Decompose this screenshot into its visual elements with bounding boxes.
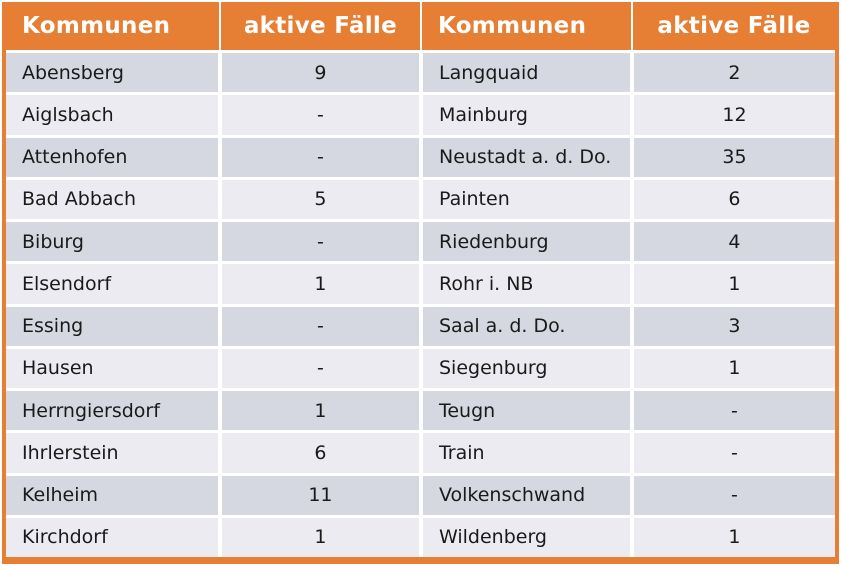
faelle-cell-right: 2 [633,53,835,93]
faelle-cell-left: - [221,95,419,135]
header-kommunen-left: Kommunen [6,2,219,50]
active-cases-table: Kommunen aktive Fälle Kommunen aktive Fä… [6,2,835,557]
header-kommunen-right: Kommunen [421,2,631,50]
kommune-cell-left: Kelheim [6,475,218,515]
faelle-cell-left: - [221,348,419,388]
kommune-cell-left: Aiglsbach [6,95,218,135]
faelle-cell-left: 11 [221,475,419,515]
kommune-cell-left: Bad Abbach [6,179,218,219]
faelle-cell-right: 1 [633,517,835,557]
kommune-cell-right: Painten [422,179,630,219]
faelle-cell-left: 5 [221,179,419,219]
kommune-cell-left: Elsendorf [6,264,218,304]
kommune-cell-left: Biburg [6,222,218,262]
faelle-cell-right: 35 [633,137,835,177]
faelle-cell-right: - [633,433,835,473]
faelle-cell-left: 6 [221,433,419,473]
kommune-cell-left: Ihrlerstein [6,433,218,473]
kommune-cell-left: Hausen [6,348,218,388]
faelle-cell-right: 1 [633,348,835,388]
faelle-cell-right: 6 [633,179,835,219]
faelle-cell-left: 1 [221,264,419,304]
header-aktive-faelle-right: aktive Fälle [632,2,835,50]
kommune-cell-left: Attenhofen [6,137,218,177]
faelle-cell-left: - [221,222,419,262]
faelle-cell-right: 4 [633,222,835,262]
header-aktive-faelle-left: aktive Fälle [220,2,420,50]
kommune-cell-left: Herrngiersdorf [6,391,218,431]
kommune-cell-right: Volkenschwand [422,475,630,515]
faelle-cell-right: - [633,475,835,515]
kommune-cell-right: Teugn [422,391,630,431]
kommune-cell-right: Mainburg [422,95,630,135]
kommune-cell-right: Siegenburg [422,348,630,388]
kommune-cell-right: Langquaid [422,53,630,93]
kommune-cell-left: Abensberg [6,53,218,93]
kommune-cell-right: Riedenburg [422,222,630,262]
kommune-cell-right: Saal a. d. Do. [422,306,630,346]
kommune-cell-right: Neustadt a. d. Do. [422,137,630,177]
faelle-cell-left: 9 [221,53,419,93]
kommune-cell-right: Rohr i. NB [422,264,630,304]
kommune-cell-left: Essing [6,306,218,346]
faelle-cell-left: - [221,137,419,177]
faelle-cell-right: 12 [633,95,835,135]
faelle-cell-right: 3 [633,306,835,346]
faelle-cell-right: - [633,391,835,431]
kommune-cell-right: Wildenberg [422,517,630,557]
kommune-cell-right: Train [422,433,630,473]
faelle-cell-left: 1 [221,517,419,557]
faelle-cell-left: 1 [221,391,419,431]
kommune-cell-left: Kirchdorf [6,517,218,557]
faelle-cell-right: 1 [633,264,835,304]
faelle-cell-left: - [221,306,419,346]
